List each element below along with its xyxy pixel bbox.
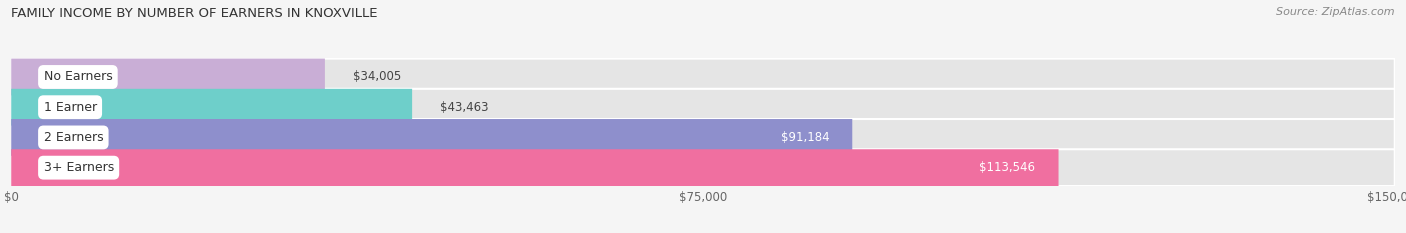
Text: No Earners: No Earners	[44, 71, 112, 83]
FancyBboxPatch shape	[11, 89, 412, 126]
FancyBboxPatch shape	[11, 119, 852, 156]
FancyBboxPatch shape	[11, 119, 1395, 156]
Text: 2 Earners: 2 Earners	[44, 131, 103, 144]
Text: Source: ZipAtlas.com: Source: ZipAtlas.com	[1277, 7, 1395, 17]
Text: $113,546: $113,546	[980, 161, 1035, 174]
FancyBboxPatch shape	[11, 89, 1395, 126]
FancyBboxPatch shape	[11, 58, 325, 95]
Text: $91,184: $91,184	[780, 131, 830, 144]
FancyBboxPatch shape	[11, 149, 1059, 186]
Text: 1 Earner: 1 Earner	[44, 101, 97, 114]
Text: FAMILY INCOME BY NUMBER OF EARNERS IN KNOXVILLE: FAMILY INCOME BY NUMBER OF EARNERS IN KN…	[11, 7, 378, 20]
Text: $34,005: $34,005	[353, 71, 401, 83]
Text: 3+ Earners: 3+ Earners	[44, 161, 114, 174]
Text: $43,463: $43,463	[440, 101, 488, 114]
FancyBboxPatch shape	[11, 58, 1395, 95]
FancyBboxPatch shape	[11, 149, 1395, 186]
